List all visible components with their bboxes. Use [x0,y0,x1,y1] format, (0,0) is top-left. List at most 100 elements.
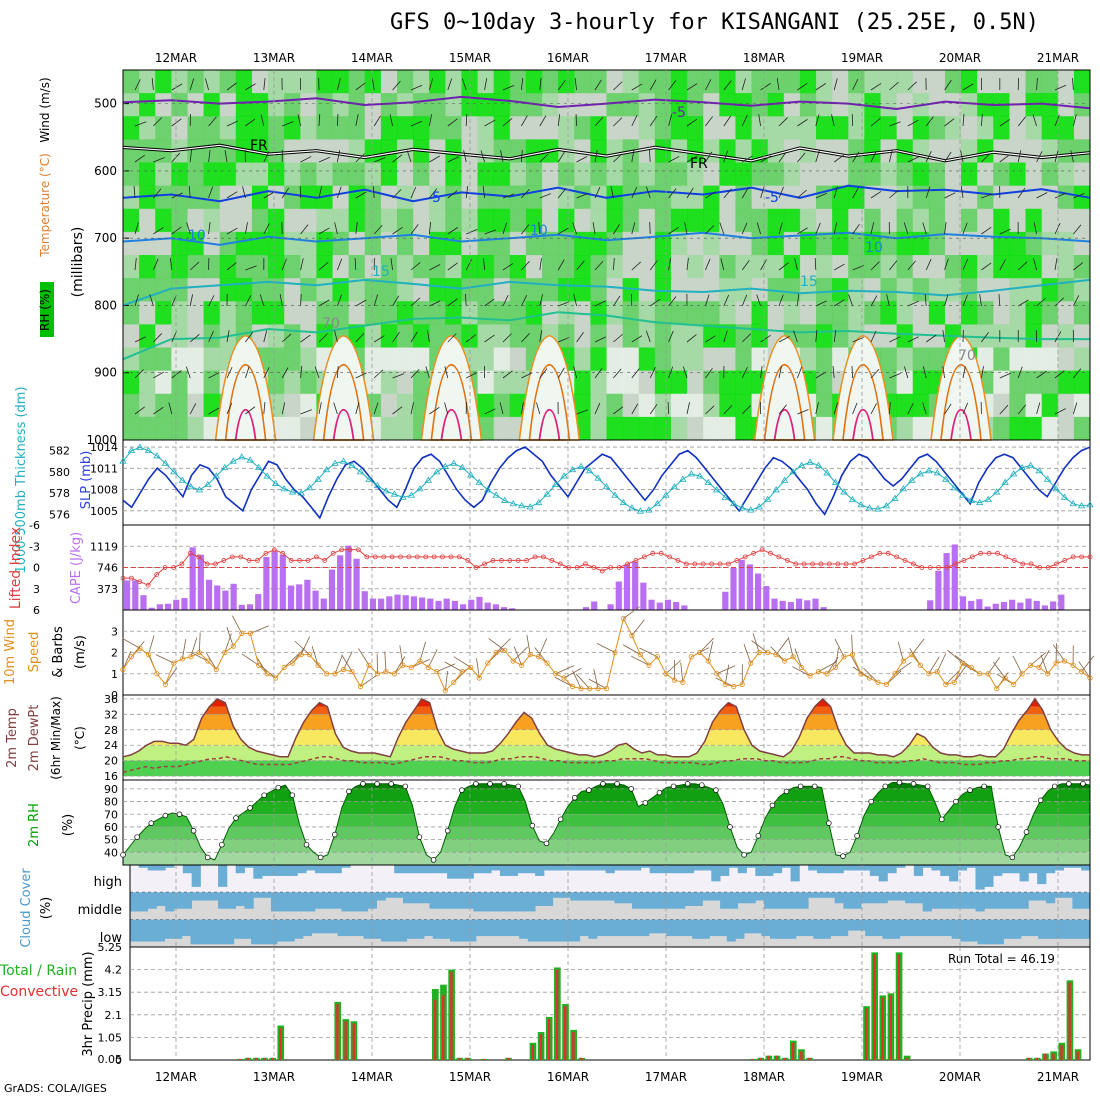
cloud-bar [394,892,404,898]
rh-cell [477,347,495,372]
lifted-index-point [389,554,395,560]
rh-cell [783,185,801,210]
thickness-point [1009,470,1018,477]
lifted-index-point [868,554,874,560]
wind-barb [778,336,790,343]
rh-cell [767,93,785,117]
cloud-bar [1081,892,1091,909]
lifted-index-point [877,550,883,556]
cloud-bar [341,865,351,868]
cloud-bar [781,865,791,868]
cloud-bar [667,892,677,909]
rh-cell [606,301,624,325]
warm-plume [518,334,581,441]
rh-cell [364,347,382,372]
rh-cell [590,416,607,441]
rh-cell [670,70,688,94]
rh-cell [816,324,833,348]
rh-tick-label: 60 [104,821,118,834]
wind-barb [134,154,146,163]
wind-barb [208,186,214,199]
wind-barb [832,366,835,379]
thickness-point [305,484,314,491]
cloud-bar [467,919,477,942]
wind-barb [208,330,214,343]
wind-barb [686,258,689,271]
precip-convective-bar [572,1032,575,1060]
rh-cell [961,278,978,302]
rh-cell [445,162,462,187]
cloud-bar [813,919,823,939]
thickness-point [840,488,848,495]
rh-cell [300,231,317,256]
rh-point [713,787,719,793]
rh-cell [799,301,817,325]
wind-barb [373,369,384,379]
rh-cell [493,70,511,94]
wind-barb [960,150,964,163]
cloud-bar [640,892,651,909]
rh-cell [912,324,930,348]
cloud-bar [821,919,831,939]
temp-tick-label: 32 [104,708,118,721]
thickness-point [585,467,594,474]
wind-barb [1073,295,1080,307]
rh-cell [300,255,317,279]
wind-barb [447,78,453,91]
cloud-bar [795,919,805,937]
cloud-bar [772,892,783,909]
rh-cell [445,185,462,210]
rh-cell [928,208,946,233]
cloud-bar [473,892,483,912]
cloud-bar [438,892,448,909]
cloud-bar [869,892,880,904]
rh-cell [235,162,253,187]
wind-speed-point [883,681,890,687]
rh-point [1009,854,1016,861]
wind-barb [557,151,565,163]
rh-cell [751,324,769,348]
rh-cell [961,70,978,94]
rh-cell [445,70,462,94]
rh-cell [928,301,946,325]
rh-cell [123,139,140,163]
wind-barb [610,186,614,199]
wind-axis-label: Wind (m/s) [38,77,52,142]
cloud-bar [702,892,712,901]
rh-cell [993,208,1010,233]
wind-barb [741,114,748,127]
cloud-bar [693,892,703,906]
rh-cell [703,162,720,187]
wind-barb [962,258,969,271]
thickness-point [543,490,551,497]
wind-barb [521,115,528,127]
rh-cell [284,70,301,94]
rh-cell [654,162,672,187]
wind-barb [999,404,1009,415]
rh-cell [896,324,914,348]
wind-barb [594,116,604,127]
wind-barb [337,294,342,307]
cloud-bar [605,919,615,937]
rh-cell [864,255,881,279]
rh-cell [558,208,575,233]
wind-speed-point [765,649,771,656]
rh-cell [832,231,849,256]
wind-barb [281,402,286,415]
cloud-bar [165,865,175,868]
lifted-index-point [482,561,487,567]
cape-bar [656,602,663,610]
wind-barb [281,333,292,343]
rh-cell [219,116,237,140]
rh-cell [816,393,833,418]
rh-cell [670,370,688,395]
rh-cell [864,116,881,140]
isotherm-line [122,278,1091,307]
wind-barb [797,409,809,415]
thickness-point [390,490,399,497]
rh-cell [477,231,495,256]
rh-cell [719,208,736,233]
wind-barb [756,294,761,307]
wind-barb [282,121,294,127]
cloud-bar [244,865,254,868]
